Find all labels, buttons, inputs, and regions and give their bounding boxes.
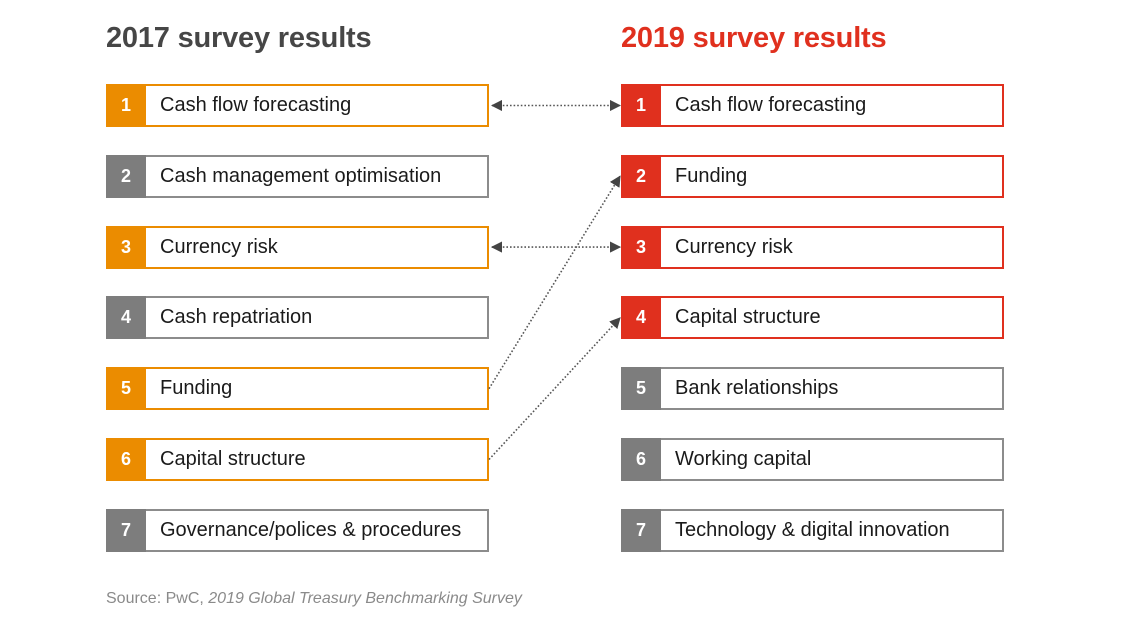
rank-badge: 4 [106, 296, 146, 340]
list-2017-item-5: 5 Funding [106, 367, 489, 411]
rank-badge: 3 [106, 225, 146, 269]
list-2017-item-3: 3 Currency risk [106, 225, 489, 269]
item-label: Cash flow forecasting [675, 94, 867, 116]
rank-badge: 5 [106, 367, 146, 411]
list-2019-item-3: 3 Currency risk [621, 225, 1004, 269]
list-2019-item-5: 5 Bank relationships [621, 367, 1004, 411]
list-2017-item-7: 7 Governance/polices & procedures [106, 508, 489, 552]
list-2019-item-7: 7 Technology & digital innovation [621, 508, 1004, 552]
item-label: Currency risk [160, 235, 278, 258]
rank-badge: 1 [106, 84, 146, 127]
item-label: Funding [160, 377, 233, 400]
rank-badge: 7 [106, 508, 146, 552]
list-2017-item-6: 6 Capital structure [106, 438, 489, 481]
item-label: Funding [675, 164, 748, 187]
rank-badge: 4 [621, 296, 661, 340]
rank-badge: 6 [621, 438, 661, 481]
item-label: Cash management optimisation [160, 164, 442, 187]
list-2017-item-1: 1 Cash flow forecasting [106, 84, 489, 127]
item-label: Working capital [675, 448, 812, 470]
item-label: Cash repatriation [160, 306, 313, 329]
item-label: Technology & digital innovation [675, 518, 950, 541]
source-title: 2019 Global Treasury Benchmarking Survey [208, 590, 522, 607]
rank-badge: 2 [621, 154, 661, 198]
heading-2017: 2017 survey results [106, 22, 372, 54]
item-label: Governance/polices & procedures [160, 518, 462, 541]
source-prefix: Source: PwC, [106, 590, 209, 607]
list-2019-item-1: 1 Cash flow forecasting [621, 84, 1004, 127]
rank-badge: 5 [621, 367, 661, 411]
rank-badge: 7 [621, 508, 661, 552]
list-2019-item-4: 4 Capital structure [621, 296, 1004, 340]
heading-2019: 2019 survey results [621, 22, 887, 54]
rank-badge: 2 [106, 154, 146, 198]
source-note: Source: PwC, 2019 Global Treasury Benchm… [106, 590, 522, 608]
list-2019-item-6: 6 Working capital [621, 438, 1004, 481]
item-label: Cash flow forecasting [160, 94, 352, 116]
list-2017-item-2: 2 Cash management optimisation [106, 154, 489, 198]
item-label: Capital structure [160, 448, 306, 470]
rank-badge: 3 [621, 225, 661, 269]
item-label: Capital structure [675, 306, 821, 329]
list-2017-item-4: 4 Cash repatriation [106, 296, 489, 340]
item-label: Bank relationships [675, 377, 839, 400]
rank-badge: 1 [621, 84, 661, 127]
list-2019-item-2: 2 Funding [621, 154, 1004, 198]
connector-5-to-2 [488, 175, 621, 390]
item-label: Currency risk [675, 235, 793, 258]
rank-badge: 6 [106, 438, 146, 481]
connector-6-to-4 [488, 317, 621, 461]
